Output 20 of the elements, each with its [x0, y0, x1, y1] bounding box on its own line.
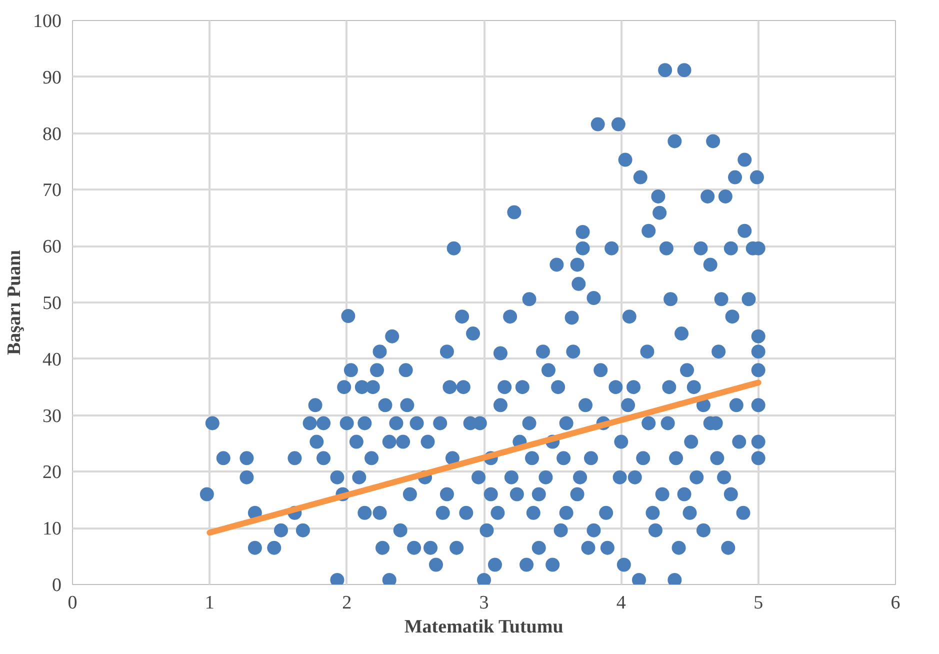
x-tick-label: 5: [754, 592, 764, 614]
y-tick-label: 50: [42, 293, 62, 314]
y-tick-label: 80: [42, 124, 62, 145]
y-tick-label: 30: [42, 406, 62, 427]
y-tick-label: 20: [42, 462, 62, 484]
y-axis-title: Başarı Puanı: [4, 250, 25, 356]
x-axis-title: Matematik Tutumu: [404, 616, 564, 638]
x-tick-label: 4: [616, 592, 626, 614]
y-tick-label: 90: [42, 67, 62, 88]
y-tick-label: 40: [42, 349, 62, 370]
y-tick-label: 10: [42, 518, 62, 540]
x-tick-label: 2: [342, 592, 352, 614]
y-tick-label: 60: [42, 236, 62, 258]
y-tick-label: 70: [42, 180, 62, 202]
x-tick-label: 0: [68, 592, 78, 614]
y-tick-label: 100: [33, 11, 62, 32]
x-tick-label: 6: [890, 592, 900, 614]
y-tick-label: 0: [52, 575, 62, 596]
x-tick-label: 3: [479, 592, 489, 614]
x-tick-label: 1: [204, 592, 214, 614]
